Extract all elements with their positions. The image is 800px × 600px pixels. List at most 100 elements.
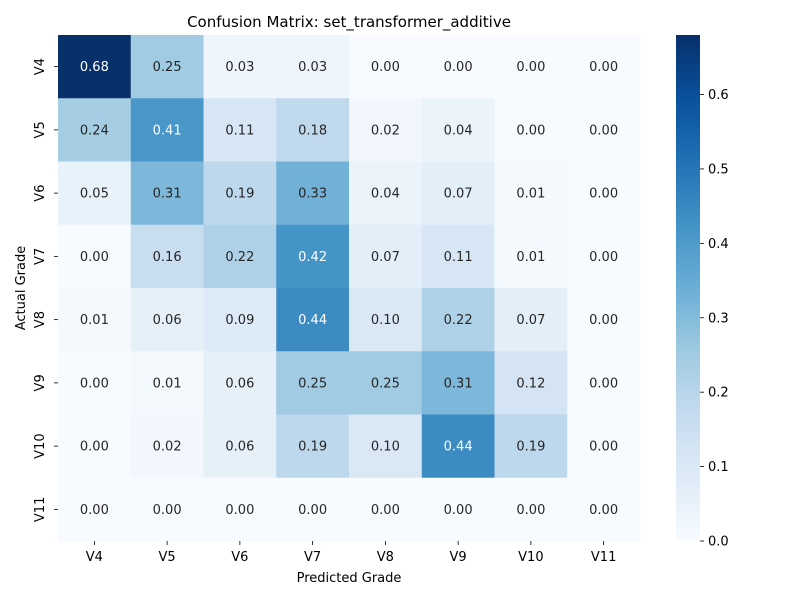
heatmap-cell-label: 0.00 <box>80 440 109 455</box>
heatmap-cell-V7-V11 <box>567 224 641 289</box>
heatmap-cell-label: 0.04 <box>444 123 473 138</box>
heatmap-cell-label: 0.00 <box>589 123 618 138</box>
heatmap-cell-V8-V10 <box>494 288 568 352</box>
heatmap-cell-V9-V9 <box>421 351 495 415</box>
heatmap-cell-label: 0.00 <box>444 60 473 75</box>
heatmap-cell-V8-V9 <box>421 288 495 352</box>
colorbar-tick-label: 0.3 <box>708 311 729 326</box>
heatmap-cell-label: 0.10 <box>371 440 400 455</box>
x-tick-label: V11 <box>591 550 616 565</box>
heatmap-cell-V9-V7 <box>276 351 350 415</box>
heatmap-cell-V10-V11 <box>567 414 641 479</box>
heatmap-cell-label: 0.00 <box>589 503 618 518</box>
heatmap-cell-label: 0.16 <box>153 250 182 265</box>
heatmap-cell-V9-V8 <box>349 351 423 415</box>
x-tick-label: V4 <box>86 550 103 565</box>
y-tick-label: V8 <box>33 311 48 328</box>
colorbar-tick-label: 0.2 <box>708 386 729 401</box>
heatmap-cell-label: 0.02 <box>153 440 182 455</box>
heatmap-cell-V5-V11 <box>567 98 641 162</box>
heatmap-cell-label: 0.31 <box>153 187 182 202</box>
heatmap-cell-V6-V5 <box>130 161 204 226</box>
colorbar: 0.0 0.1 0.2 0.3 0.4 0.5 0.6 <box>676 35 729 550</box>
heatmap-cell-label: 0.44 <box>444 440 473 455</box>
heatmap-cell-label: 0.00 <box>589 187 618 202</box>
heatmap-cell-V9-V5 <box>130 351 204 415</box>
heatmap-cell-V8-V4 <box>58 288 132 352</box>
heatmap-cell-label: 0.00 <box>516 503 545 518</box>
heatmap-cell-label: 0.07 <box>516 313 545 328</box>
heatmap-cell-V8-V8 <box>349 288 423 352</box>
heatmap-cell-V10-V8 <box>349 414 423 479</box>
heatmap-cell-V11-V8 <box>349 477 423 542</box>
y-axis-label: Actual Grade <box>14 246 29 331</box>
heatmap-cell-V4-V11 <box>567 35 641 99</box>
heatmap-cell-label: 0.00 <box>153 503 182 518</box>
heatmap-cell-label: 0.01 <box>80 313 109 328</box>
heatmap-cell-V7-V7 <box>276 224 350 289</box>
heatmap-cell-V11-V9 <box>421 477 495 542</box>
heatmap-cell-label: 0.00 <box>80 376 109 391</box>
x-tick-label: V8 <box>377 550 394 565</box>
heatmap-cell-label: 0.00 <box>371 503 400 518</box>
heatmap-cell-V4-V10 <box>494 35 568 99</box>
x-axis-ticks: V4 V5 V6 V7 V8 V9 V10 V11 <box>86 541 616 565</box>
heatmap-cell-label: 0.06 <box>225 376 254 391</box>
x-axis-label: Predicted Grade <box>297 571 402 586</box>
heatmap-cell-label: 0.03 <box>298 60 327 75</box>
heatmap-cell-V8-V11 <box>567 288 641 352</box>
heatmap-cell-label: 0.41 <box>153 123 182 138</box>
y-tick-label: V5 <box>33 121 48 138</box>
heatmap-cell-label: 0.01 <box>516 187 545 202</box>
heatmap-cell-V10-V6 <box>203 414 277 479</box>
x-tick-label: V6 <box>231 550 248 565</box>
heatmap-cell-label: 0.10 <box>371 313 400 328</box>
heatmap-cell-label: 0.25 <box>298 376 327 391</box>
heatmap-cells <box>58 35 641 542</box>
heatmap-cell-label: 0.06 <box>225 440 254 455</box>
heatmap-cell-label: 0.00 <box>589 313 618 328</box>
colorbar-tick-label: 0.1 <box>708 460 729 475</box>
heatmap-cell-V6-V6 <box>203 161 277 226</box>
heatmap-cell-V6-V8 <box>349 161 423 226</box>
heatmap-cell-V8-V7 <box>276 288 350 352</box>
heatmap-cell-V7-V10 <box>494 224 568 289</box>
heatmap-cell-V6-V4 <box>58 161 132 226</box>
heatmap-cell-V11-V11 <box>567 477 641 542</box>
y-axis-ticks: V4 V5 V6 V7 V8 V9 V10 V11 <box>33 58 58 522</box>
heatmap-cell-V7-V9 <box>421 224 495 289</box>
heatmap-cell-label: 0.00 <box>371 60 400 75</box>
heatmap-cell-label: 0.31 <box>444 376 473 391</box>
heatmap-cell-V4-V6 <box>203 35 277 99</box>
heatmap-cell-label: 0.00 <box>589 440 618 455</box>
colorbar-tick-label: 0.6 <box>708 88 729 103</box>
heatmap-cell-V10-V9 <box>421 414 495 479</box>
heatmap-cell-V10-V10 <box>494 414 568 479</box>
heatmap-cell-label: 0.24 <box>80 123 109 138</box>
heatmap-cell-V9-V10 <box>494 351 568 415</box>
heatmap-cell-V6-V9 <box>421 161 495 226</box>
heatmap-cell-label: 0.00 <box>516 123 545 138</box>
heatmap-cell-label: 0.06 <box>153 313 182 328</box>
heatmap-cell-label: 0.00 <box>80 250 109 265</box>
colorbar-ticks: 0.0 0.1 0.2 0.3 0.4 0.5 0.6 <box>700 88 729 550</box>
heatmap-cell-label: 0.11 <box>444 250 473 265</box>
y-tick-label: V11 <box>33 497 48 522</box>
x-tick-label: V5 <box>159 550 176 565</box>
heatmap-cell-label: 0.00 <box>589 250 618 265</box>
heatmap-cell-label: 0.00 <box>225 503 254 518</box>
heatmap-cell-label: 0.18 <box>298 123 327 138</box>
heatmap-cell-V5-V6 <box>203 98 277 162</box>
y-tick-label: V6 <box>33 185 48 202</box>
heatmap-cell-label: 0.22 <box>444 313 473 328</box>
heatmap-cell-V7-V4 <box>58 224 132 289</box>
heatmap-cell-label: 0.00 <box>298 503 327 518</box>
heatmap-cell-V4-V4 <box>58 35 132 99</box>
y-tick-label: V10 <box>33 433 48 458</box>
heatmap-cell-V10-V4 <box>58 414 132 479</box>
heatmap-cell-V7-V5 <box>130 224 204 289</box>
heatmap-cell-label: 0.25 <box>371 376 400 391</box>
heatmap-cell-V4-V5 <box>130 35 204 99</box>
heatmap-cell-label: 0.19 <box>225 187 254 202</box>
